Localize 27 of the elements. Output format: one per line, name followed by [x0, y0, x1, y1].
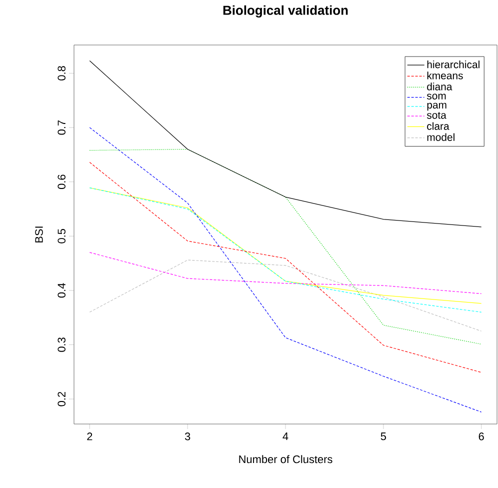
y-tick-label: 0.8 — [58, 66, 66, 80]
legend-label: sota — [426, 112, 446, 119]
line-series — [89, 162, 482, 373]
chart-title: Biological validation — [223, 5, 348, 18]
y-tick-label: 0.4 — [58, 283, 66, 298]
line-series — [89, 252, 482, 294]
line-series — [89, 60, 482, 228]
x-tick-label: 5 — [380, 432, 386, 440]
y-tick-label: 0.3 — [58, 338, 66, 352]
y-tick-label: 0.7 — [58, 120, 66, 135]
legend-label: som — [426, 94, 446, 100]
legend-label: hierarchical — [427, 60, 480, 68]
y-axis-title: BSI — [35, 226, 43, 242]
legend-label: clara — [427, 122, 450, 130]
y-tick-label: 0.2 — [58, 392, 66, 406]
x-axis-title: Number of Clusters — [239, 455, 332, 464]
legend-label: kmeans — [427, 72, 463, 80]
y-tick-label: 0.5 — [58, 228, 66, 244]
x-tick-label: 6 — [478, 432, 484, 440]
y-tick-label: 0.6 — [58, 174, 66, 190]
legend-label: model — [427, 133, 454, 141]
legend-label: diana — [427, 82, 452, 90]
x-tick-label: 4 — [282, 432, 288, 440]
x-tick-label: 3 — [184, 432, 190, 440]
x-tick-label: 2 — [87, 432, 92, 440]
legend-label: pam — [427, 102, 446, 111]
line-series — [89, 260, 482, 332]
